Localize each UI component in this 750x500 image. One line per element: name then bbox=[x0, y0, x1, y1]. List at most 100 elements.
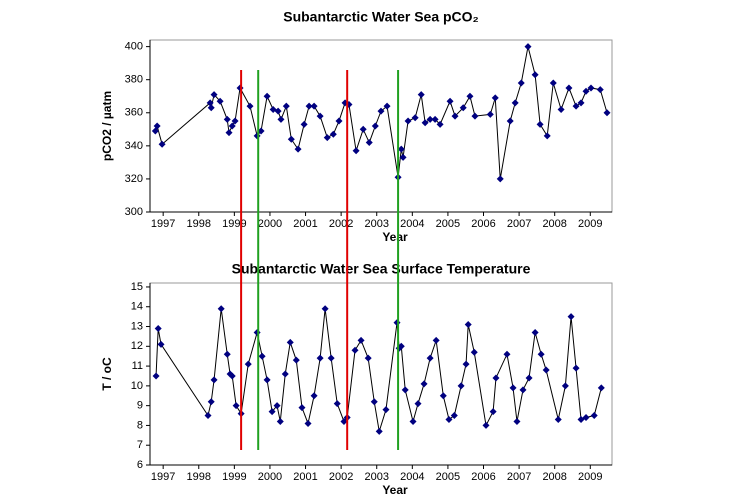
data-point bbox=[582, 414, 590, 422]
data-point bbox=[217, 305, 225, 313]
data-point bbox=[323, 134, 331, 142]
y-tick-label: 340 bbox=[125, 140, 143, 152]
data-point bbox=[401, 386, 409, 394]
data-point bbox=[377, 107, 385, 115]
x-tick-label: 2002 bbox=[329, 471, 353, 483]
data-point bbox=[292, 356, 300, 364]
data-point bbox=[565, 84, 573, 92]
data-point bbox=[590, 412, 598, 420]
x-tick-label: 2006 bbox=[471, 218, 495, 230]
data-point bbox=[333, 400, 341, 408]
y-tick-label: 12 bbox=[131, 340, 143, 352]
data-point bbox=[486, 110, 494, 118]
x-tick-label: 1999 bbox=[222, 218, 246, 230]
x-tick-label: 2008 bbox=[542, 218, 566, 230]
data-point bbox=[509, 384, 517, 392]
x-tick-label: 2005 bbox=[436, 471, 460, 483]
chart-title: Subantarctic Water Sea Surface Temperatu… bbox=[232, 261, 531, 277]
data-point bbox=[225, 129, 233, 137]
data-point bbox=[537, 350, 545, 358]
data-point bbox=[542, 366, 550, 374]
x-tick-label: 2001 bbox=[293, 471, 317, 483]
y-tick-label: 360 bbox=[125, 107, 143, 119]
data-point bbox=[244, 360, 252, 368]
data-point bbox=[223, 350, 231, 358]
data-point bbox=[466, 92, 474, 100]
data-point bbox=[503, 350, 511, 358]
data-point bbox=[375, 427, 383, 435]
data-point bbox=[263, 92, 271, 100]
data-point bbox=[426, 354, 434, 362]
data-point bbox=[417, 91, 425, 99]
data-point bbox=[506, 117, 514, 125]
data-point bbox=[340, 417, 348, 425]
y-axis-title: T / oC bbox=[100, 357, 114, 391]
data-point bbox=[517, 79, 525, 87]
data-point bbox=[310, 102, 318, 110]
data-point bbox=[257, 127, 265, 135]
data-point bbox=[409, 417, 417, 425]
data-point bbox=[536, 120, 544, 128]
y-tick-label: 400 bbox=[125, 41, 143, 53]
data-point bbox=[357, 336, 365, 344]
y-tick-label: 7 bbox=[137, 439, 143, 451]
data-point bbox=[273, 402, 281, 410]
data-point bbox=[383, 102, 391, 110]
data-point bbox=[414, 400, 422, 408]
data-point bbox=[431, 115, 439, 123]
x-tick-label: 1998 bbox=[187, 471, 211, 483]
data-point bbox=[464, 321, 472, 329]
data-point bbox=[327, 354, 335, 362]
data-point bbox=[359, 125, 367, 133]
x-tick-label: 2003 bbox=[364, 471, 388, 483]
data-point bbox=[450, 412, 458, 420]
data-point bbox=[152, 372, 160, 380]
data-point bbox=[531, 328, 539, 336]
data-point bbox=[577, 99, 585, 107]
data-point bbox=[158, 140, 166, 148]
data-point bbox=[370, 398, 378, 406]
data-point bbox=[531, 71, 539, 79]
x-axis-title: Year bbox=[382, 230, 408, 244]
x-axis-title: Year bbox=[382, 483, 408, 497]
data-point bbox=[397, 145, 405, 153]
x-tick-label: 2000 bbox=[258, 471, 282, 483]
data-point bbox=[482, 421, 490, 429]
y-tick-label: 15 bbox=[131, 281, 143, 293]
x-tick-label: 1997 bbox=[151, 471, 175, 483]
data-point bbox=[471, 112, 479, 120]
data-point bbox=[294, 145, 302, 153]
data-point bbox=[298, 404, 306, 412]
data-point bbox=[470, 348, 478, 356]
y-tick-label: 6 bbox=[137, 459, 143, 471]
data-point bbox=[351, 346, 359, 354]
x-tick-label: 2007 bbox=[507, 471, 531, 483]
data-point bbox=[371, 122, 379, 130]
data-point bbox=[316, 112, 324, 120]
data-point bbox=[276, 417, 284, 425]
y-tick-label: 300 bbox=[125, 206, 143, 218]
data-point bbox=[268, 408, 276, 416]
data-point bbox=[496, 175, 504, 183]
data-point bbox=[492, 374, 500, 382]
data-point bbox=[397, 342, 405, 350]
x-tick-label: 2005 bbox=[436, 218, 460, 230]
data-point bbox=[439, 392, 447, 400]
data-point bbox=[228, 122, 236, 130]
data-point bbox=[321, 305, 329, 313]
data-point bbox=[597, 384, 605, 392]
data-point bbox=[206, 99, 214, 107]
x-tick-label: 2009 bbox=[578, 471, 602, 483]
x-tick-label: 2002 bbox=[329, 218, 353, 230]
y-axis-title: pCO2 / µatm bbox=[100, 91, 114, 161]
data-point bbox=[446, 97, 454, 105]
data-point bbox=[335, 117, 343, 125]
data-point bbox=[436, 120, 444, 128]
x-tick-label: 2001 bbox=[293, 218, 317, 230]
data-point bbox=[316, 354, 324, 362]
data-point bbox=[210, 91, 218, 99]
data-point bbox=[432, 336, 440, 344]
data-point bbox=[567, 313, 575, 321]
